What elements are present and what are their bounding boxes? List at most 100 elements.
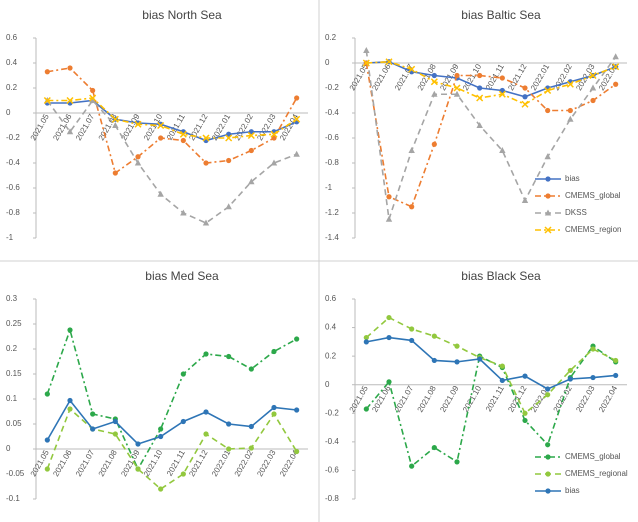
marker [158, 486, 164, 492]
y-tick-label: -0.6 [6, 183, 20, 192]
legend-label: bias [565, 486, 580, 495]
marker [271, 135, 277, 141]
marker [476, 122, 483, 128]
marker [66, 128, 74, 135]
marker [294, 95, 300, 101]
marker [90, 87, 96, 94]
marker [545, 471, 551, 477]
y-tick-label: -1 [6, 233, 14, 242]
marker [386, 379, 392, 385]
marker [453, 84, 461, 92]
marker [590, 346, 596, 352]
marker [589, 84, 597, 91]
marker [544, 153, 551, 160]
marker [226, 353, 232, 360]
series-line [366, 60, 616, 106]
chart-title: bias North Sea [142, 8, 222, 22]
marker [248, 178, 255, 185]
marker [111, 115, 119, 123]
legend-label: bias [565, 174, 580, 183]
marker [203, 409, 209, 415]
marker [545, 193, 551, 199]
marker [431, 357, 437, 364]
marker [431, 72, 437, 79]
marker [521, 100, 529, 108]
marker [476, 94, 484, 102]
marker [271, 404, 277, 411]
y-tick-label: 0.25 [6, 319, 22, 328]
marker [566, 80, 574, 88]
marker [158, 426, 164, 432]
y-tick-label: -0.4 [325, 437, 339, 446]
marker [90, 411, 96, 417]
marker [248, 445, 254, 451]
marker [453, 90, 461, 97]
marker [408, 147, 415, 153]
marker [430, 78, 438, 86]
y-tick-label: -0.2 [6, 133, 20, 142]
series-line [47, 67, 298, 175]
marker [90, 426, 96, 432]
marker [567, 376, 573, 382]
marker [225, 203, 232, 210]
marker [499, 87, 505, 94]
marker [431, 333, 437, 339]
y-tick-label: -0.05 [6, 469, 25, 478]
marker [567, 367, 573, 374]
series-line [366, 336, 616, 390]
marker [522, 373, 528, 379]
marker [454, 343, 460, 349]
y-tick-label: -0.8 [325, 494, 339, 503]
marker [409, 337, 415, 344]
marker [477, 85, 483, 91]
marker [248, 366, 254, 372]
marker [248, 423, 254, 430]
marker [44, 391, 50, 397]
marker [363, 334, 369, 341]
marker [590, 97, 596, 104]
marker [613, 81, 619, 87]
legend-label: CMEMS_regional [565, 469, 628, 478]
y-tick-label: -0.2 [325, 83, 339, 92]
marker [112, 431, 118, 437]
marker [158, 433, 164, 440]
marker [522, 85, 528, 91]
y-tick-label: 0 [6, 108, 11, 117]
y-tick-label: 0.2 [325, 33, 337, 42]
marker [226, 421, 232, 427]
marker [271, 348, 277, 355]
y-tick-label: -1.4 [325, 233, 339, 242]
marker [112, 418, 118, 425]
y-tick-label: 0.4 [6, 58, 18, 67]
marker [180, 137, 186, 144]
y-tick-label: -0.2 [325, 408, 339, 417]
marker [270, 159, 278, 166]
series-line [47, 99, 297, 142]
y-tick-label: -0.8 [325, 158, 339, 167]
marker [544, 209, 552, 216]
y-tick-label: 0 [6, 444, 11, 453]
marker [386, 194, 392, 200]
marker [248, 129, 254, 135]
y-tick-label: -0.8 [6, 208, 20, 217]
legend-label: CMEMS_region [565, 225, 621, 234]
marker [613, 372, 619, 379]
marker [67, 65, 73, 71]
marker [158, 135, 164, 141]
marker [409, 204, 415, 210]
marker [203, 431, 209, 437]
series-line [46, 399, 297, 445]
marker [431, 444, 437, 451]
marker [66, 96, 74, 105]
marker [431, 90, 438, 97]
marker [44, 437, 50, 443]
marker [226, 131, 232, 137]
marker [545, 488, 551, 494]
marker [521, 197, 529, 203]
marker [408, 65, 416, 73]
legend-label: DKSS [565, 208, 587, 217]
legend-label: CMEMS_global [565, 191, 621, 200]
marker [613, 357, 619, 364]
marker [180, 471, 186, 477]
y-tick-label: 0.6 [6, 33, 18, 42]
